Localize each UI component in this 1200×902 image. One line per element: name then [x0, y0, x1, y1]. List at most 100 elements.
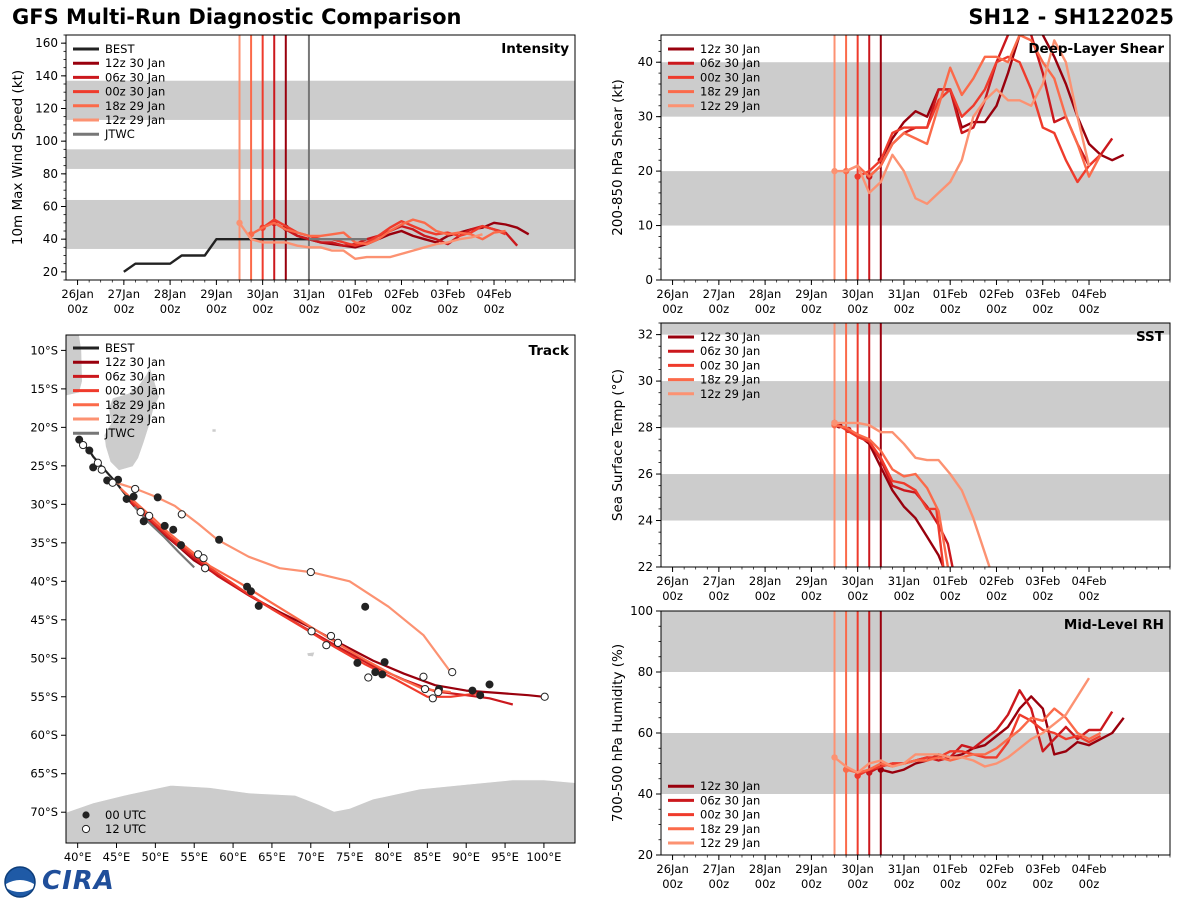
track-line-r12z29	[116, 481, 452, 673]
x-tick-date: 01Feb	[933, 862, 968, 876]
panel-title: Track	[529, 343, 570, 359]
x-tick-date: 28Jan	[749, 287, 781, 301]
y-tick-label: 60	[638, 726, 653, 740]
legend-label: 12z 30 Jan	[105, 355, 165, 369]
y-tick-label: 40	[638, 787, 653, 801]
y-tick-label: 40	[43, 232, 58, 246]
marker-12utc	[333, 638, 343, 647]
legend-label: 18z 29 Jan	[105, 99, 165, 113]
x-tick-hour: 00z	[755, 877, 776, 891]
y-tick-label: 80	[638, 665, 653, 679]
legend-label: JTWC	[104, 426, 135, 440]
marker-00utc	[353, 658, 362, 667]
marker-12utc	[326, 631, 336, 641]
y-tick-label: 140	[35, 69, 58, 83]
y-tick-label: 100	[35, 134, 58, 148]
panel-title: SST	[1136, 329, 1165, 345]
legend-label: 00z 30 Jan	[105, 85, 165, 99]
x-tick-date: 26Jan	[656, 287, 688, 301]
land-antarctica	[66, 779, 575, 843]
x-tick-hour: 00z	[847, 302, 868, 316]
x-tick-date: 30Jan	[841, 287, 873, 301]
x-tick-date: 27Jan	[703, 574, 735, 588]
marker-12utc	[322, 641, 331, 650]
marker-00utc	[177, 541, 186, 550]
legend-label: 12z 30 Jan	[105, 56, 165, 70]
x-tick-label: 100°E	[526, 850, 561, 864]
marker-12utc	[364, 673, 373, 682]
x-tick-hour: 00z	[940, 302, 961, 316]
y-tick-label: 25°S	[30, 459, 58, 473]
x-tick-hour: 00z	[755, 589, 776, 603]
x-tick-date: 28Jan	[749, 862, 781, 876]
series-line-r12z29	[238, 222, 483, 260]
marker-12utc	[306, 567, 315, 577]
y-tick-label: 15°S	[30, 382, 58, 396]
x-tick-hour: 00z	[894, 589, 915, 603]
marker-12utc	[145, 511, 154, 520]
marker-00utc	[378, 670, 387, 679]
series-line-r18z29	[250, 218, 506, 246]
x-tick-date: 03Feb	[1025, 862, 1060, 876]
x-tick-hour: 00z	[940, 589, 961, 603]
y-tick-label: 120	[35, 102, 58, 116]
series-line-r18z29	[834, 424, 950, 567]
land-madagascar	[103, 366, 160, 471]
marker-00utc	[476, 691, 485, 700]
x-tick-hour: 00z	[755, 302, 776, 316]
x-tick-date: 26Jan	[61, 287, 93, 301]
y-tick-label: 40°S	[30, 574, 58, 588]
y-axis-label: 700-500 hPa Humidity (%)	[610, 644, 626, 822]
x-tick-hour: 00z	[1032, 589, 1053, 603]
x-tick-hour: 00z	[662, 302, 683, 316]
series-start-point	[831, 167, 838, 175]
series-start-point	[831, 754, 838, 761]
shade-band	[66, 80, 575, 120]
marker-00utc	[485, 680, 494, 689]
x-tick-hour: 00z	[484, 302, 505, 316]
x-tick-label: 40°E	[64, 850, 92, 864]
legend-label: 06z 30 Jan	[105, 369, 165, 383]
y-tick-label: 28	[638, 421, 653, 435]
y-tick-label: 55°S	[30, 690, 58, 704]
y-tick-label: 40	[638, 55, 653, 69]
x-tick-date: 04Feb	[477, 287, 512, 301]
series-line-r12z29	[833, 677, 1091, 774]
marker-00utc	[468, 686, 477, 695]
shade-band	[661, 62, 1170, 117]
y-tick-label: 24	[638, 514, 653, 528]
series-line-r00z30	[857, 713, 1102, 777]
x-tick-date: 27Jan	[108, 287, 140, 301]
legend-label: 18z 29 Jan	[700, 822, 760, 836]
marker-12utc	[199, 554, 208, 563]
series-start-point	[831, 419, 838, 427]
marker-legend-label: 12 UTC	[105, 822, 146, 836]
marker-12utc	[428, 694, 437, 703]
shade-band	[661, 381, 1170, 428]
plot-frame	[65, 334, 576, 844]
marker-00utc	[160, 521, 169, 530]
series-line-r12z30	[880, 695, 1125, 774]
panel-title: Mid-Level RH	[1064, 617, 1164, 633]
y-tick-label: 20	[638, 164, 653, 178]
x-tick-hour: 00z	[114, 302, 135, 316]
legend-label: JTWC	[104, 127, 135, 141]
x-tick-hour: 00z	[801, 302, 822, 316]
y-tick-label: 0	[645, 273, 653, 287]
marker-legend-label: 00 UTC	[105, 808, 146, 822]
marker-00utc	[254, 601, 263, 610]
marker-00utc	[246, 587, 255, 596]
logo-text: CIRA	[42, 866, 115, 896]
marker-00utc	[169, 525, 178, 534]
series-line-r12z29	[834, 421, 991, 567]
legend-label: 06z 30 Jan	[700, 793, 760, 807]
legend-label: 12z 29 Jan	[700, 387, 760, 401]
x-tick-date: 01Feb	[338, 287, 373, 301]
marker-legend-12	[81, 824, 91, 834]
x-tick-hour: 00z	[709, 589, 730, 603]
x-tick-date: 28Jan	[749, 574, 781, 588]
y-tick-label: 70°S	[30, 805, 58, 819]
marker-legend-00	[82, 811, 90, 819]
x-tick-date: 29Jan	[200, 287, 232, 301]
x-tick-hour: 00z	[67, 302, 88, 316]
